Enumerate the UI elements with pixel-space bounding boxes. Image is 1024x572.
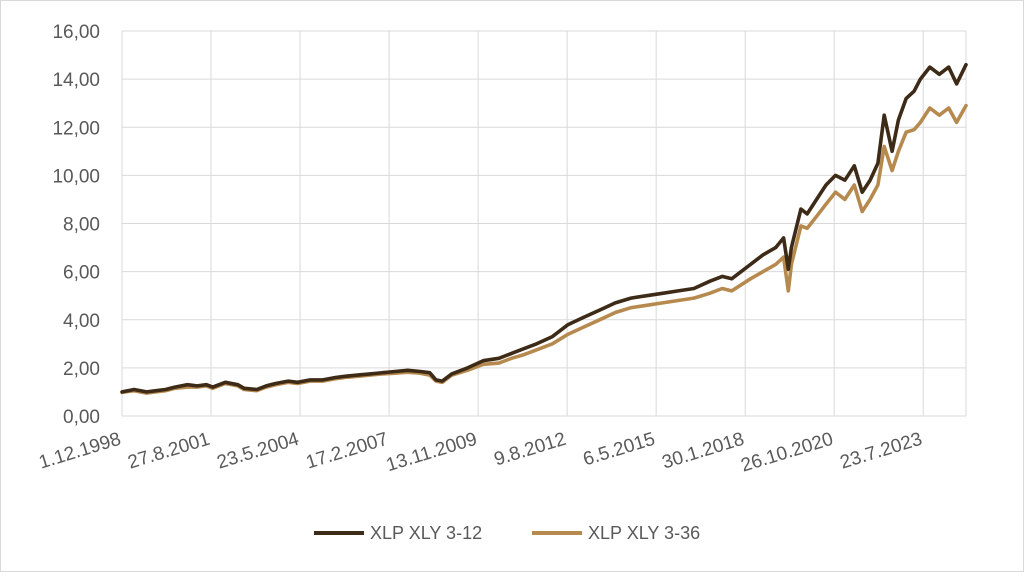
y-tick-label: 4,00	[63, 311, 100, 332]
x-axis-ticks: 1.12.1998 27.8.2001 23.5.2004 17.2.200713.1…	[36, 429, 924, 477]
x-tick-label: 1.12.1998	[36, 429, 123, 474]
x-tick-label: 23.5.2004	[215, 429, 302, 474]
gridlines	[121, 30, 967, 417]
y-axis-ticks: 0,00 2,00 4,00 6,00 8,00 10,00 12,00 14,00 16,00	[52, 22, 100, 428]
legend-label: XLP XLY 3-36	[588, 523, 700, 543]
y-tick-label: 16,00	[52, 22, 100, 43]
x-tick-label: 23.7.2023	[838, 429, 925, 474]
x-tick-label: 9.8.2012	[492, 429, 569, 471]
y-tick-label: 8,00	[63, 215, 100, 236]
series-lines	[120, 62, 968, 395]
x-tick-label: 6.5.2015	[581, 429, 658, 471]
series-line-xlp-xly-3-12	[120, 62, 968, 394]
x-tick-label: 17.2.2007	[304, 429, 391, 474]
y-tick-label: 10,00	[52, 166, 100, 187]
x-tick-label: 27.8.2001	[126, 429, 213, 474]
x-tick-label: 26.10.2020	[739, 429, 836, 477]
x-tick-label: 30.1.2018	[660, 429, 747, 474]
y-tick-label: 0,00	[63, 407, 100, 428]
y-tick-label: 2,00	[63, 359, 100, 380]
legend-item-xlp-xly-3-12: XLP XLY 3-12	[314, 523, 482, 543]
y-tick-label: 12,00	[52, 118, 100, 139]
x-tick-label: 13.11.2009	[384, 429, 480, 476]
series-line-xlp-xly-3-36	[120, 103, 968, 395]
legend: XLP XLY 3-12 XLP XLY 3-36	[314, 523, 700, 543]
y-tick-label: 6,00	[63, 263, 100, 284]
legend-label: XLP XLY 3-12	[370, 523, 482, 543]
y-tick-label: 14,00	[52, 70, 100, 91]
legend-item-xlp-xly-3-36: XLP XLY 3-36	[532, 523, 700, 543]
